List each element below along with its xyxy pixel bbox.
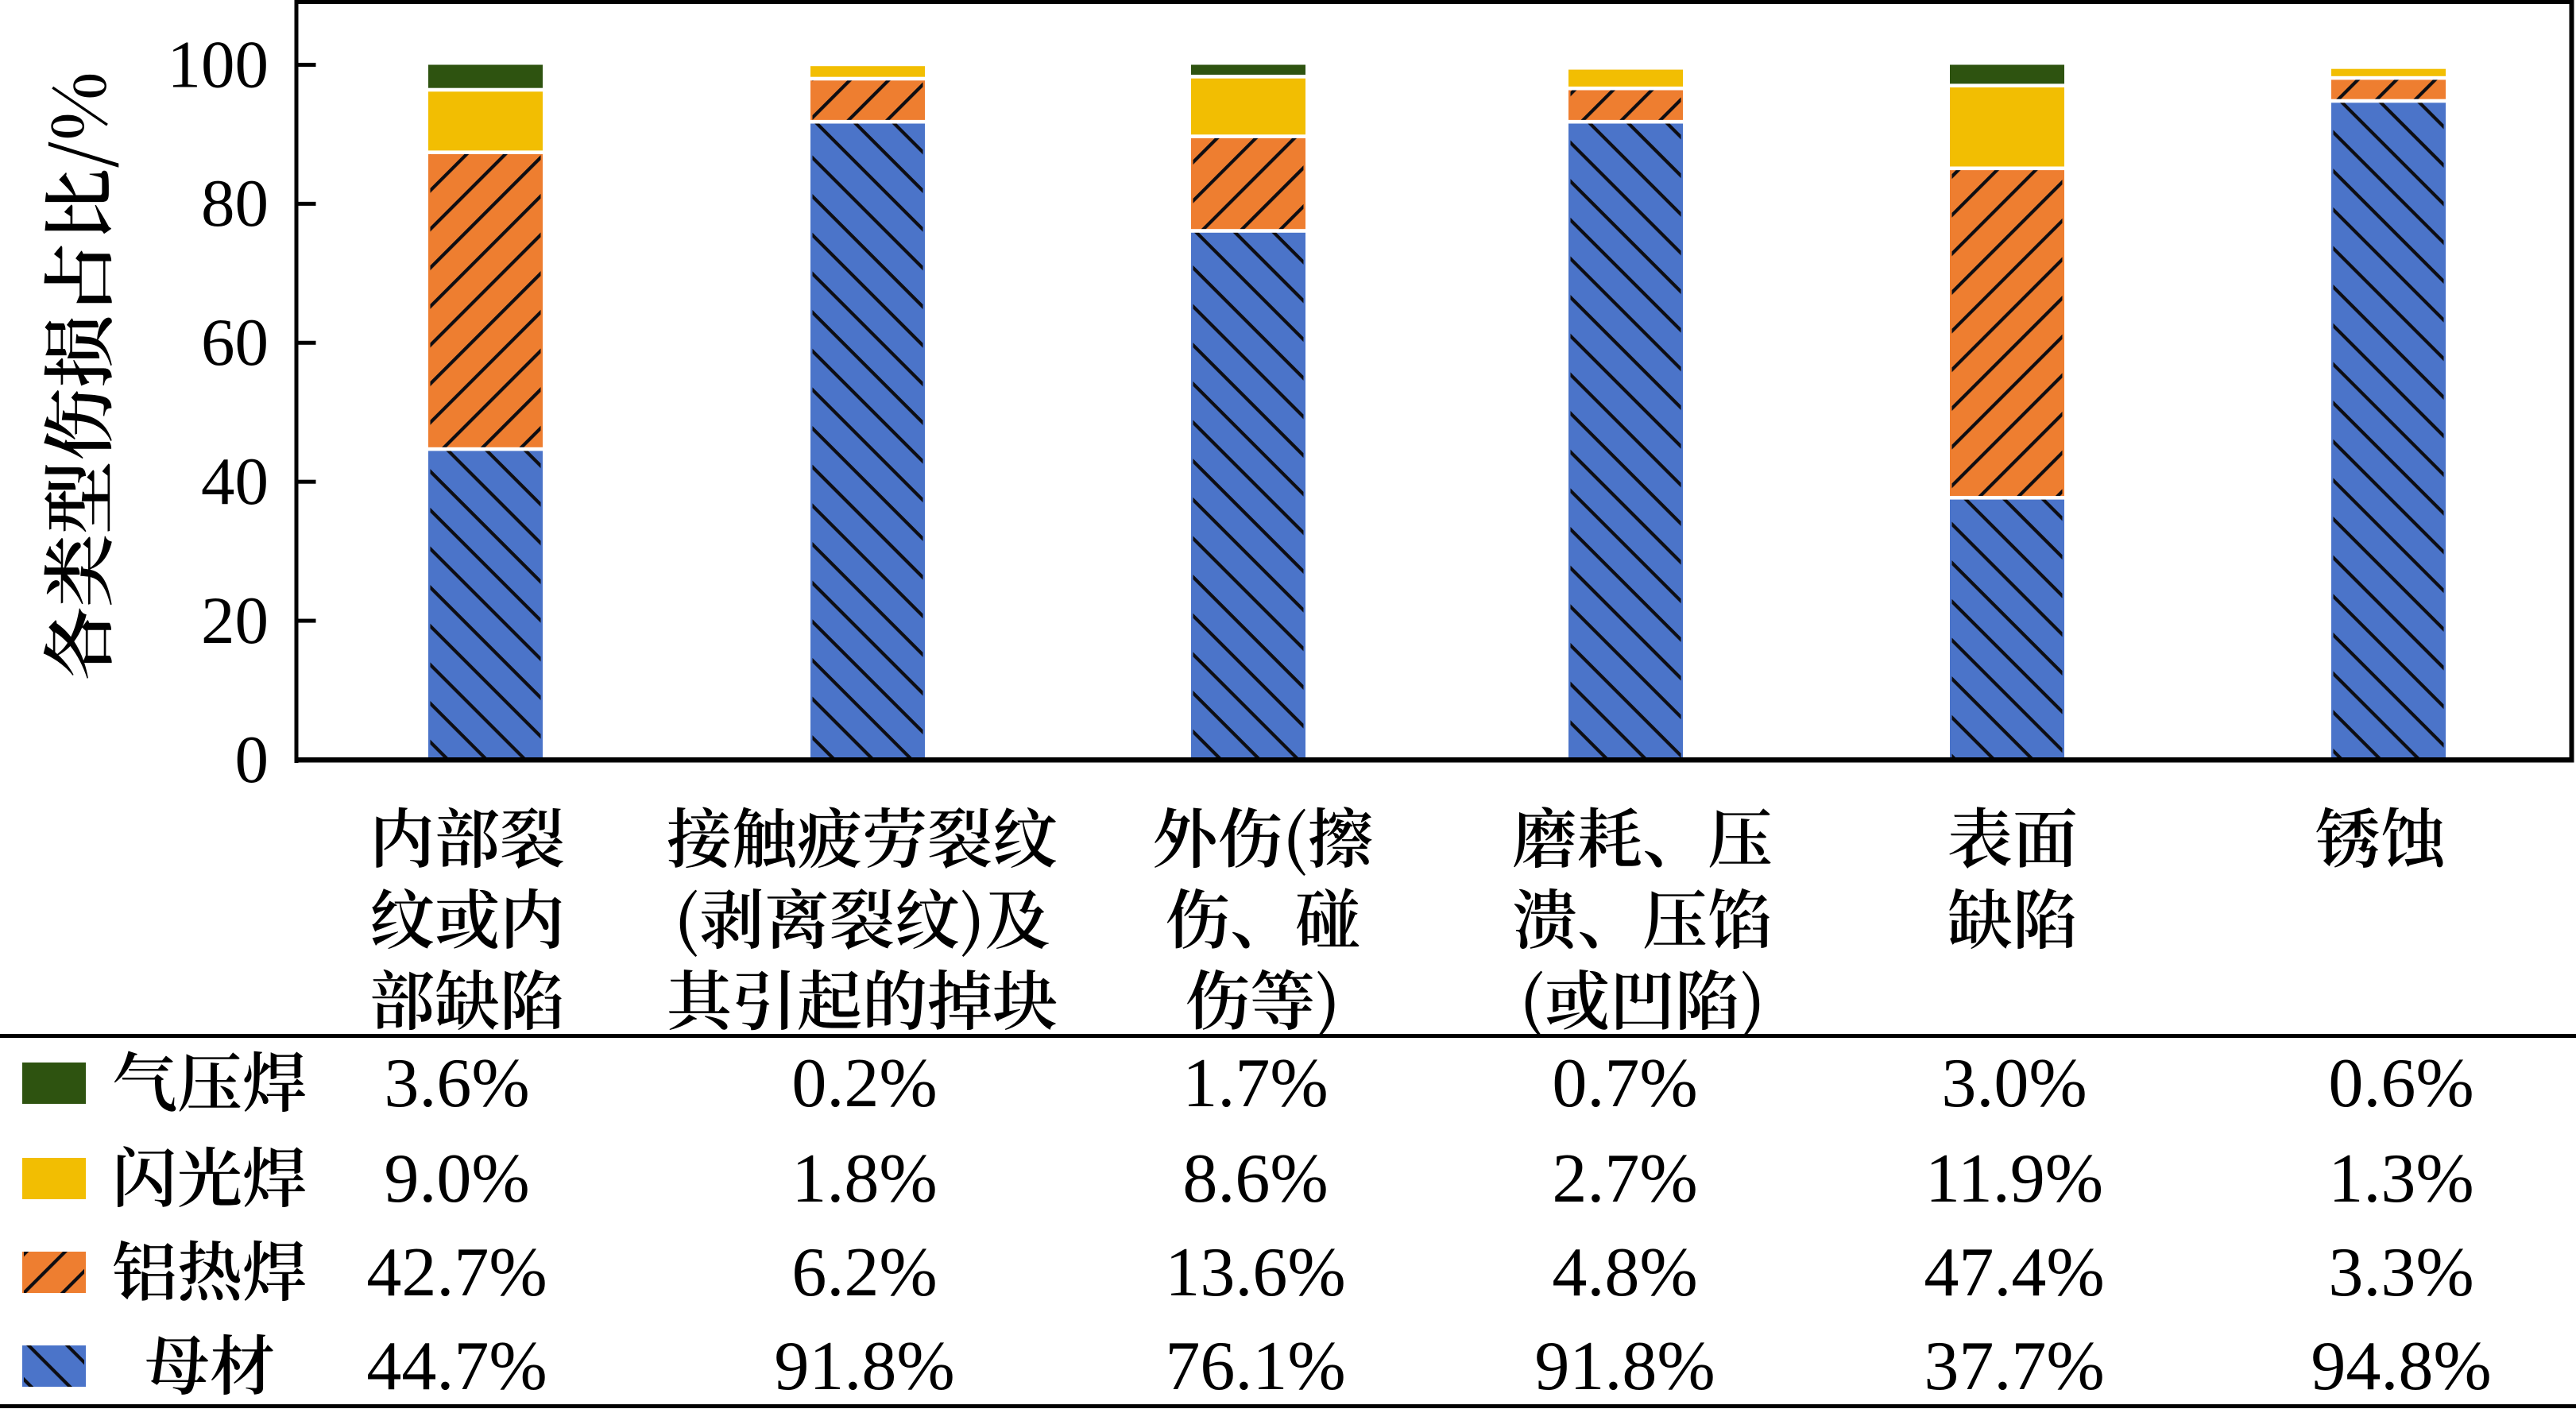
svg-text:4.8%: 4.8% [1552,1234,1697,1311]
svg-text:13.6%: 13.6% [1165,1234,1345,1311]
svg-text:1.7%: 1.7% [1182,1045,1328,1122]
svg-text:0: 0 [235,722,269,797]
svg-text:1.8%: 1.8% [791,1140,937,1217]
svg-text:76.1%: 76.1% [1165,1328,1345,1405]
svg-text:11.9%: 11.9% [1925,1140,2103,1217]
svg-text:6.2%: 6.2% [791,1234,937,1311]
svg-text:3.6%: 3.6% [384,1045,529,1122]
svg-text:9.0%: 9.0% [384,1140,529,1217]
svg-text:0.7%: 0.7% [1552,1045,1697,1122]
svg-text:0.2%: 0.2% [791,1045,937,1122]
svg-text:44.7%: 44.7% [366,1328,547,1405]
svg-text:100: 100 [168,27,269,102]
svg-text:20: 20 [201,583,269,658]
svg-text:8.6%: 8.6% [1182,1140,1328,1217]
svg-text:47.4%: 47.4% [1924,1234,2104,1311]
svg-text:2.7%: 2.7% [1552,1140,1697,1217]
svg-text:37.7%: 37.7% [1924,1328,2104,1405]
svg-text:94.8%: 94.8% [2311,1328,2491,1405]
svg-text:0.6%: 0.6% [2328,1045,2474,1122]
svg-text:40: 40 [201,444,269,519]
svg-text:80: 80 [201,166,269,241]
svg-text:1.3%: 1.3% [2328,1140,2474,1217]
svg-text:91.8%: 91.8% [774,1328,954,1405]
svg-text:91.8%: 91.8% [1534,1328,1715,1405]
svg-text:42.7%: 42.7% [366,1234,547,1311]
svg-text:3.3%: 3.3% [2328,1234,2474,1311]
svg-text:3.0%: 3.0% [1941,1045,2087,1122]
svg-text:60: 60 [201,305,269,380]
